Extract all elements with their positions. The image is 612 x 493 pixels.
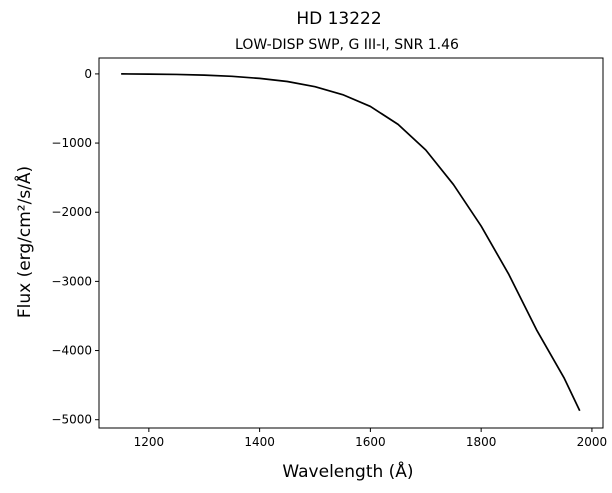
x-axis-label: Wavelength (Å) — [282, 460, 413, 482]
y-tick-label--5000: −5000 — [51, 413, 92, 427]
x-tick-label-2000: 2000 — [577, 435, 608, 449]
x-tick-label-1200: 1200 — [134, 435, 165, 449]
y-axis-label: Flux (erg/cm²/s/Å) — [13, 166, 35, 318]
y-tick-label-0: 0 — [84, 67, 92, 81]
chart-subtitle: LOW-DISP SWP, G III-I, SNR 1.46 — [235, 37, 459, 53]
x-tick-label-1400: 1400 — [244, 435, 275, 449]
plot-area: 1200 1400 1600 1800 2000 0 −1000 −2000 −3000 −400… — [51, 57, 608, 449]
x-tick-label-1600: 1600 — [355, 435, 386, 449]
plot-frame — [98, 57, 604, 429]
chart-title: HD 13222 — [296, 9, 381, 29]
y-tick-label--3000: −3000 — [51, 274, 92, 288]
series-line-0 — [121, 73, 581, 412]
y-tick-label--2000: −2000 — [51, 205, 92, 219]
x-tick-label-1800: 1800 — [466, 435, 497, 449]
y-tick-label--1000: −1000 — [51, 136, 92, 150]
y-tick-label--4000: −4000 — [51, 344, 92, 358]
